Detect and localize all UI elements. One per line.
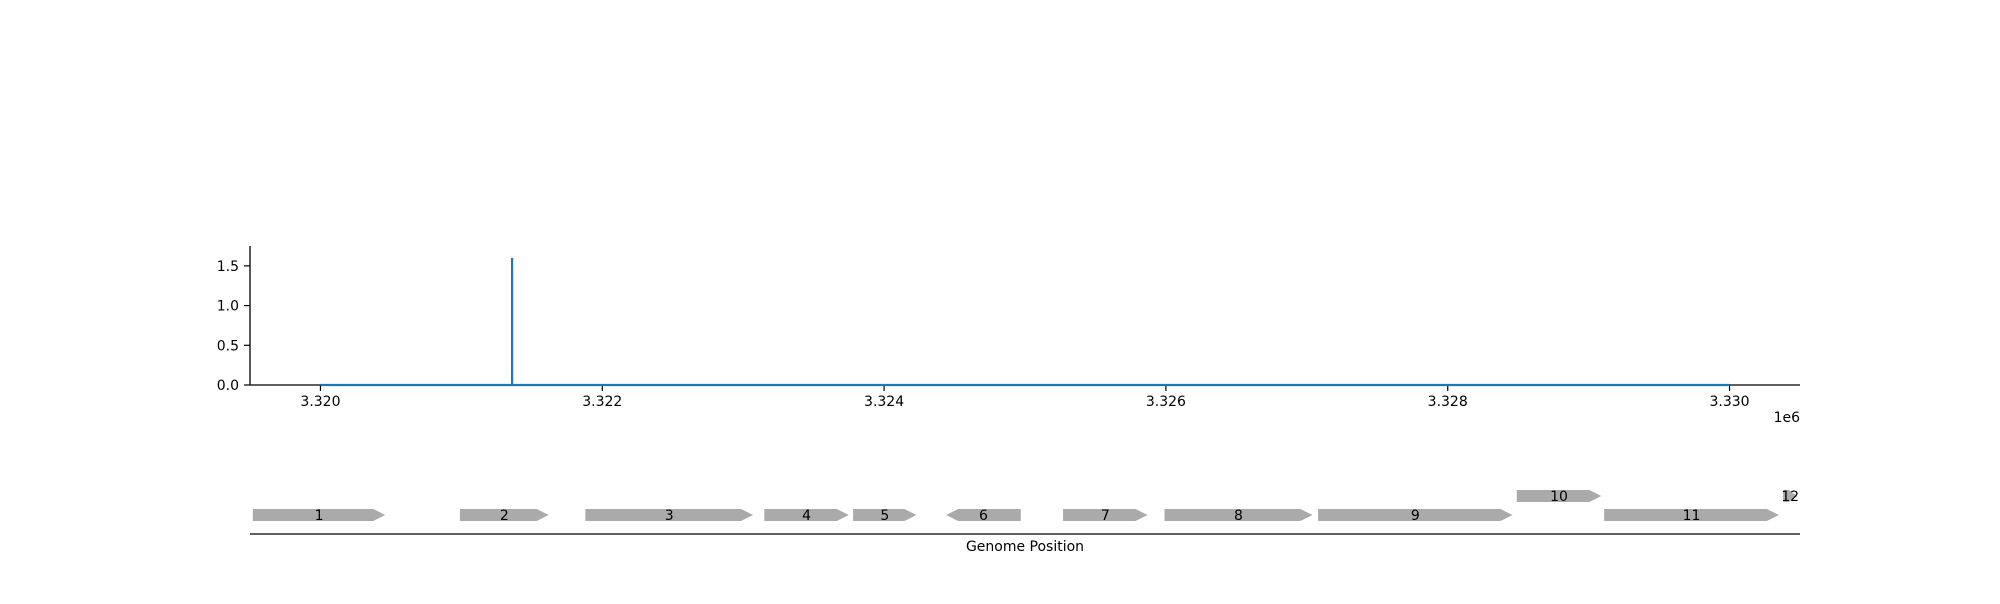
x-tick-label: 3.328 [1428,394,1468,410]
x-tick-label: 3.322 [582,394,622,410]
y-tick-label: 1.5 [217,259,239,275]
y-tick-label: 0.5 [217,338,239,354]
gene-arrow [1604,509,1779,521]
gene-label: 7 [1101,508,1110,524]
gene-label: 9 [1411,508,1420,524]
gene-arrow [1783,490,1798,502]
x-tick-label: 3.326 [1146,394,1186,410]
gene-arrow [1063,509,1148,521]
coverage-plot: 0.0 0.5 1.0 1.5 3.320 3.322 3.324 3.326 3.328 3.3… [217,246,1800,426]
gene-arrow [946,509,1021,521]
gene-arrow [853,509,917,521]
gene-arrow [459,509,549,521]
gene-arrow [1318,509,1513,521]
gene-arrow [1164,509,1313,521]
x-tick-label: 3.330 [1709,394,1749,410]
gene-arrow [1516,490,1602,502]
gene-label: 11 [1683,508,1701,524]
y-tick-label: 1.0 [217,299,239,315]
x-tick-label: 3.324 [864,394,904,410]
gene-label: 1 [315,508,324,524]
gene-label: 3 [665,508,674,524]
y-tick-label: 0.0 [217,378,239,394]
gene-label: 6 [979,508,988,524]
x-tick-label: 3.320 [300,394,340,410]
genome-position-label: Genome Position [966,539,1084,555]
coverage-series-line [320,257,1730,387]
gene-label: 5 [880,508,889,524]
gene-arrow [252,509,386,521]
gene-label: 8 [1234,508,1243,524]
x-offset-label: 1e6 [1774,410,1801,426]
gene-label: 2 [500,508,509,524]
gene-arrow [764,509,849,521]
gene-arrow [585,509,754,521]
gene-label: 4 [802,508,811,524]
gene-label: 12 [1781,489,1799,505]
gene-label: 10 [1550,489,1568,505]
